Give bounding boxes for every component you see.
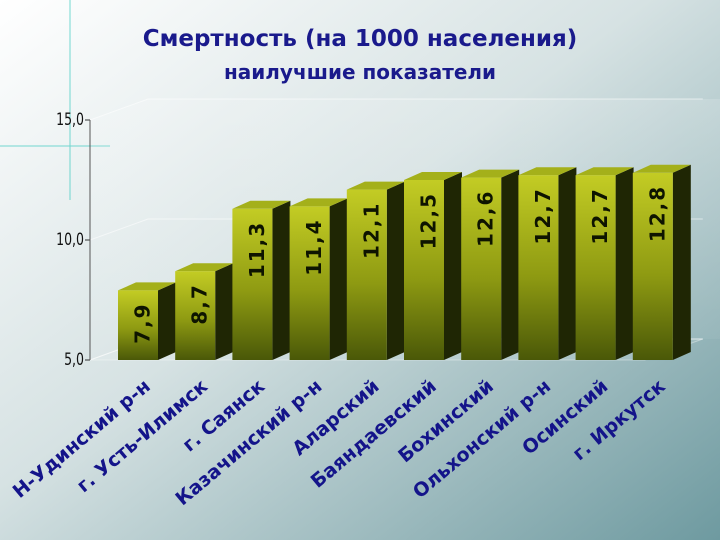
bar-side (386, 181, 405, 360)
bar-top (404, 172, 462, 180)
bar: 12,5 (404, 172, 462, 360)
bar-side (672, 164, 691, 360)
bar-front (175, 271, 216, 360)
bar: 12,6 (461, 169, 520, 360)
bar-side (501, 169, 520, 360)
gridline (89, 98, 703, 121)
bar: 11,4 (289, 198, 348, 360)
bar-top (232, 200, 291, 209)
data-label: 8,7 (188, 283, 212, 324)
bar: 12,8 (632, 164, 691, 360)
bar-top (289, 198, 348, 207)
bar-front (632, 172, 673, 360)
bar-top (575, 167, 634, 176)
data-label: 12,1 (359, 202, 383, 259)
bar-front (518, 175, 559, 360)
bar-front (346, 189, 387, 360)
y-tick-label: 15,0 (56, 110, 84, 130)
data-label: 12,7 (588, 187, 612, 244)
bar: 12,1 (346, 181, 405, 360)
bar-side (558, 167, 577, 360)
data-label: 12,7 (531, 187, 555, 244)
bar-front (118, 290, 158, 360)
bar: 11,3 (232, 200, 291, 360)
data-label: 11,3 (245, 221, 269, 278)
bar-top (518, 167, 577, 176)
bar-side (444, 172, 462, 360)
bar-side (329, 198, 348, 360)
bar-side (158, 282, 176, 360)
bar-side (615, 167, 634, 360)
bar-top (118, 282, 176, 291)
bar-front (232, 208, 273, 360)
bar: 12,7 (518, 167, 577, 360)
bar-top (461, 169, 520, 178)
bar-side (215, 263, 234, 360)
bar-front (461, 177, 502, 360)
data-label: 7,9 (131, 302, 155, 343)
chart-subtitle: наилучшие показатели (223, 60, 497, 84)
bar: 8,7 (175, 263, 234, 360)
chart-title: Смертность (на 1000 населения) (142, 26, 578, 52)
y-tick-label: 5,0 (64, 350, 84, 370)
bar-front (575, 175, 616, 360)
bar: 12,7 (575, 167, 634, 360)
data-label: 12,8 (645, 185, 669, 242)
bar-top (346, 181, 405, 190)
bar-side (272, 200, 291, 360)
data-label: 12,6 (474, 190, 498, 247)
bar-front (289, 206, 330, 360)
data-label: 12,5 (417, 192, 441, 249)
bar-top (175, 263, 234, 272)
data-label: 11,4 (302, 218, 326, 275)
y-tick-label: 10,0 (56, 230, 84, 250)
bar: 7,9 (118, 282, 176, 360)
bar-top (632, 164, 691, 173)
bar-front (404, 180, 444, 360)
